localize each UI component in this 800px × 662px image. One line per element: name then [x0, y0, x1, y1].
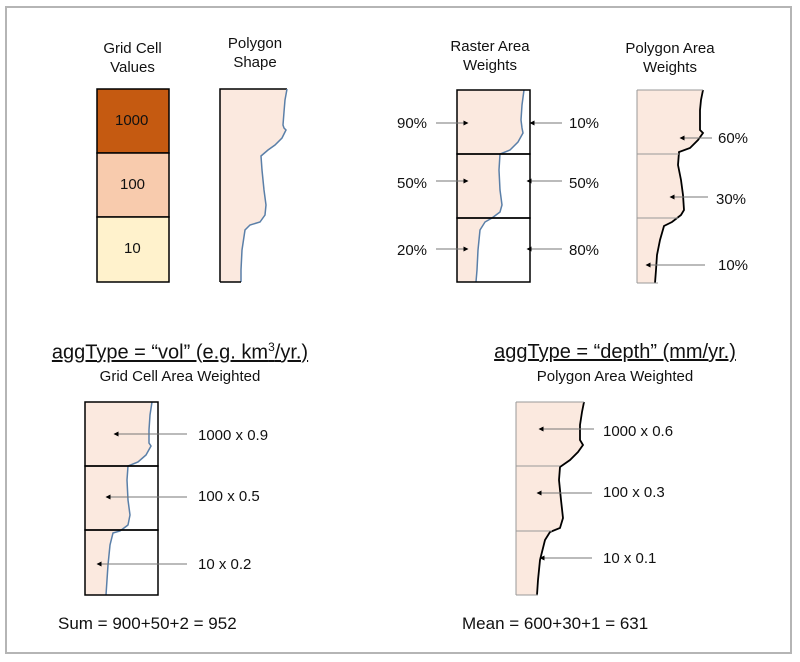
figure-frame — [5, 6, 792, 654]
vol-term: 1000 x 0.9 — [198, 427, 269, 444]
vol-result: Sum = 900+50+2 = 952 — [58, 614, 237, 633]
raster-weight-outside: 10% — [569, 115, 600, 132]
grid-cell-value: 1000 — [115, 112, 149, 129]
polygon-weight: 30% — [716, 191, 747, 208]
polygon-area-weights — [636, 89, 712, 284]
raster-area-weights-title: Raster Area Weights — [450, 38, 530, 74]
polygon-shape — [219, 88, 288, 283]
depth-term: 10 x 0.1 — [603, 550, 657, 567]
raster-weight-inside: 90% — [397, 115, 428, 132]
grid-cell-values — [96, 88, 170, 283]
vol-diagram — [84, 401, 187, 596]
grid-cell-values-title: Grid Cell Values — [103, 40, 162, 76]
polygon-shape-title: Polygon Shape — [227, 35, 283, 71]
depth-result: Mean = 600+30+1 = 631 — [462, 614, 649, 633]
raster-weight-inside: 20% — [397, 242, 428, 259]
raster-weight-inside: 50% — [397, 175, 428, 192]
grid-cell-value: 10 — [124, 240, 141, 257]
depth-subheading: Polygon Area Weighted — [536, 368, 694, 385]
raster-area-weights — [436, 89, 562, 283]
vol-subheading: Grid Cell Area Weighted — [99, 368, 261, 385]
polygon-weight: 60% — [718, 130, 749, 147]
raster-weight-outside: 80% — [569, 242, 600, 259]
polygon-weight: 10% — [718, 257, 749, 274]
depth-term: 1000 x 0.6 — [603, 423, 674, 440]
polygon-area-weights-title: Polygon Area Weights — [625, 40, 715, 76]
depth-term: 100 x 0.3 — [603, 484, 665, 501]
depth-heading: aggType = “depth” (mm/yr.) — [494, 341, 736, 363]
vol-term: 10 x 0.2 — [198, 556, 252, 573]
grid-cell-value: 100 — [120, 176, 146, 193]
depth-diagram — [515, 401, 594, 596]
vol-term: 100 x 0.5 — [198, 488, 260, 505]
vol-heading: aggType = “vol” (e.g. km3/yr.) — [51, 340, 309, 364]
raster-weight-outside: 50% — [569, 175, 600, 192]
